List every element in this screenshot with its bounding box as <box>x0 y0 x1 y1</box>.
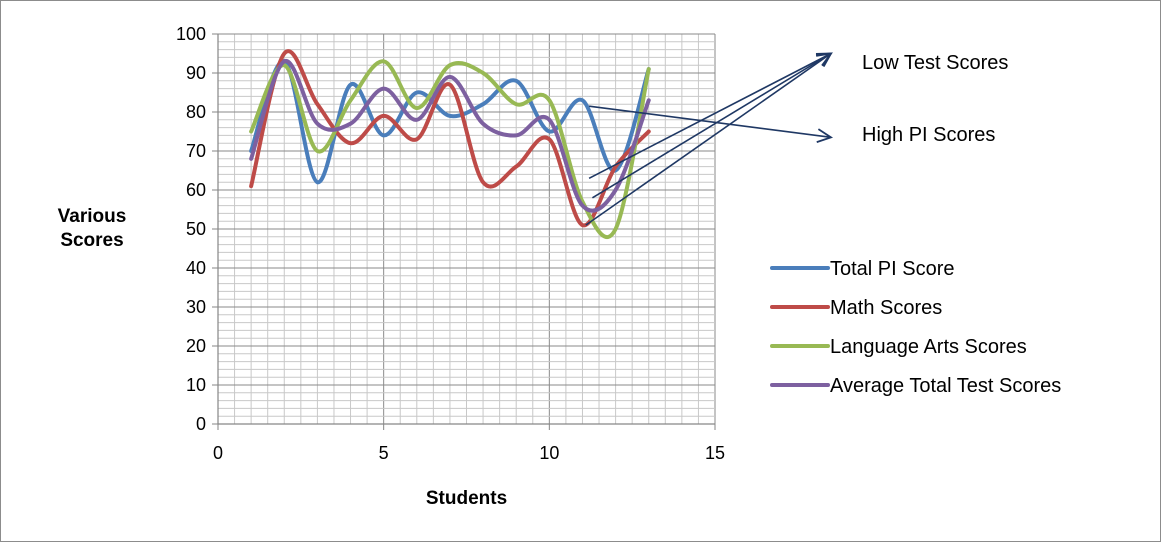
y-tick-label: 10 <box>186 375 206 395</box>
x-tick-label: 0 <box>213 443 223 463</box>
annotations: Low Test Scores High PI Scores <box>585 52 1008 226</box>
y-tick-label: 60 <box>186 180 206 200</box>
series-line-1 <box>249 59 651 185</box>
series-line-2 <box>249 49 651 228</box>
x-tick-label: 15 <box>705 443 725 463</box>
arrowhead <box>816 128 834 143</box>
annotation-label: High PI Scores <box>862 124 995 146</box>
y-axis-title-line: Scores <box>60 230 123 251</box>
annotation-arrow <box>588 105 832 139</box>
y-tick-label: 20 <box>186 336 206 356</box>
y-tick-label: 100 <box>176 24 206 44</box>
y-axis-title-line: Various <box>58 206 127 227</box>
series-line-4 <box>249 59 651 213</box>
series-line-3 <box>249 59 651 239</box>
y-tick-label: 40 <box>186 258 206 278</box>
axis-labels: 0 10 20 30 40 50 60 70 80 90 100 0 5 10 15 Students Vari… <box>58 24 725 509</box>
annotation-arrow <box>588 52 832 180</box>
y-tick-label: 90 <box>186 63 206 83</box>
x-tick-label: 5 <box>379 443 389 463</box>
x-axis-title: Students <box>426 488 507 509</box>
legend-label: Average Total Test Scores <box>830 375 1061 397</box>
arrowhead <box>816 52 833 68</box>
x-tick-label: 10 <box>539 443 559 463</box>
legend-label: Math Scores <box>830 297 942 319</box>
y-axis-title: Various Scores <box>58 206 127 251</box>
legend-label: Language Arts Scores <box>830 336 1027 358</box>
y-tick-label: 30 <box>186 297 206 317</box>
y-tick-label: 70 <box>186 141 206 161</box>
series-lines <box>249 49 651 239</box>
y-tick-label: 0 <box>196 414 206 434</box>
y-tick-label: 50 <box>186 219 206 239</box>
legend: Total PI Score Math Scores Language Arts S… <box>770 258 1061 397</box>
legend-label: Total PI Score <box>830 258 955 280</box>
annotation-label: Low Test Scores <box>862 52 1008 74</box>
annotation-arrow <box>585 52 832 226</box>
axes <box>212 33 716 430</box>
y-tick-label: 80 <box>186 102 206 122</box>
annotation-arrow <box>591 52 832 199</box>
